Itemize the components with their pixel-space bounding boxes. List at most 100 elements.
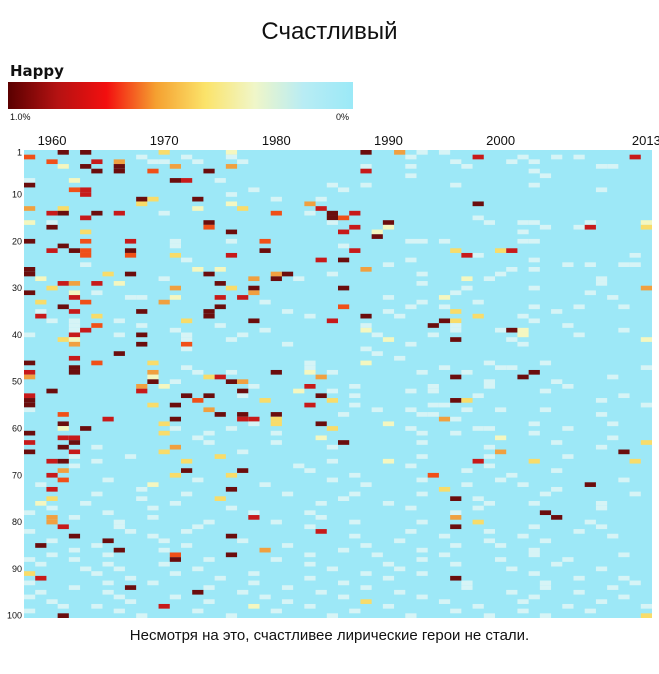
heatmap-cell [147,159,159,165]
y-tick-label: 20 [12,236,22,246]
heatmap-cell [203,407,215,413]
heatmap-cell [192,398,204,403]
heatmap-cell [248,510,260,516]
heatmap-cell [46,505,58,511]
heatmap-cell [495,248,507,253]
heatmap-cell [416,519,428,525]
heatmap-cell [203,374,215,380]
heatmap-cell [57,435,69,441]
heatmap-cell [326,477,338,483]
heatmap-cell [281,309,294,314]
heatmap-cell [181,393,193,399]
heatmap-cell [24,407,36,413]
heatmap-cell [506,267,518,272]
legend-color-bar [8,82,353,109]
heatmap-cell [214,374,226,380]
heatmap-cell [203,599,215,604]
heatmap-cell [539,613,552,618]
heatmap-cell [618,552,630,558]
heatmap-cell [573,529,585,534]
heatmap-cell [46,159,58,165]
heatmap-cell [495,557,507,562]
x-tick-label: 2000 [486,133,515,148]
heatmap-cell [113,351,125,356]
heatmap-cell [416,491,428,497]
heatmap-cell [270,416,282,422]
heatmap-cell [338,547,350,553]
y-tick-label: 60 [12,423,22,433]
heatmap-cell [225,533,238,539]
heatmap-cell [382,561,395,567]
heatmap-cell [405,463,417,469]
heatmap-cell [57,444,69,450]
heatmap-cell [192,566,204,572]
heatmap-cell [136,154,148,160]
heatmap-cell [136,196,148,202]
heatmap-cell [80,248,92,253]
heatmap-cell [169,379,181,384]
heatmap-cell [80,187,92,193]
heatmap-cell [102,477,114,483]
heatmap-cell [315,421,327,427]
heatmap-cell [326,271,338,277]
heatmap-cell [584,519,596,525]
heatmap-cell [450,430,462,436]
heatmap-cell [562,426,574,431]
heatmap-cell [382,309,395,314]
heatmap-cell [607,374,619,380]
heatmap-cell [35,575,47,581]
heatmap-cell [225,150,238,155]
heatmap-cell [91,210,103,216]
heatmap-cell [259,594,271,600]
heatmap-cell [192,524,204,530]
heatmap-cell [595,164,608,169]
heatmap-cell [607,585,619,590]
heatmap-cell [595,444,608,450]
heatmap-cell [618,575,630,581]
heatmap-cell [158,159,170,165]
heatmap-cell [528,168,540,174]
heatmap-cell [46,248,58,253]
heatmap-cell [57,243,69,249]
heatmap-cell [517,374,529,380]
heatmap-cell [349,384,361,389]
heatmap-cell [68,365,81,370]
heatmap-cell [214,412,226,417]
heatmap-cell [584,224,596,230]
heatmap-cell [113,164,125,169]
heatmap-cell [472,313,484,319]
heatmap-cell [382,603,395,609]
heatmap-cell [270,412,282,417]
heatmap-cell [181,154,193,160]
heatmap-cell [248,290,260,296]
legend-max-label: 0% [336,112,350,122]
heatmap-cell [24,571,36,576]
heatmap-cell [102,510,114,516]
heatmap-cell [80,192,92,197]
heatmap-cell [113,519,125,525]
heatmap-cell [270,440,282,445]
heatmap-cell [124,238,137,244]
heatmap-cell [24,154,36,160]
heatmap-cell [46,519,58,525]
heatmap-cell [338,229,350,235]
heatmap-cell [304,510,316,516]
heatmap-cell [136,388,148,394]
heatmap-cell [382,337,395,342]
heatmap-cell [539,388,552,394]
heatmap-cell [124,575,137,581]
heatmap-cell [225,472,238,478]
heatmap-cell [124,585,137,590]
heatmap-cell [225,426,238,431]
heatmap-cell [304,402,316,408]
heatmap-cell [136,201,148,207]
heatmap-cell [46,224,58,230]
heatmap-cell [338,285,350,291]
heatmap-cell [416,369,428,375]
heatmap-cell [551,468,563,473]
heatmap-cell [517,332,529,338]
heatmap-cell [405,529,417,534]
heatmap-cell [113,332,125,338]
heatmap-cell [281,491,294,497]
heatmap-cell [169,285,181,291]
